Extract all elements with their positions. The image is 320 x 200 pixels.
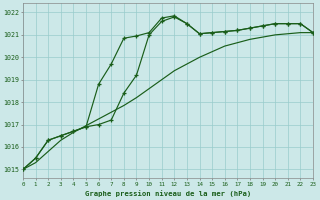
X-axis label: Graphe pression niveau de la mer (hPa): Graphe pression niveau de la mer (hPa): [85, 190, 251, 197]
